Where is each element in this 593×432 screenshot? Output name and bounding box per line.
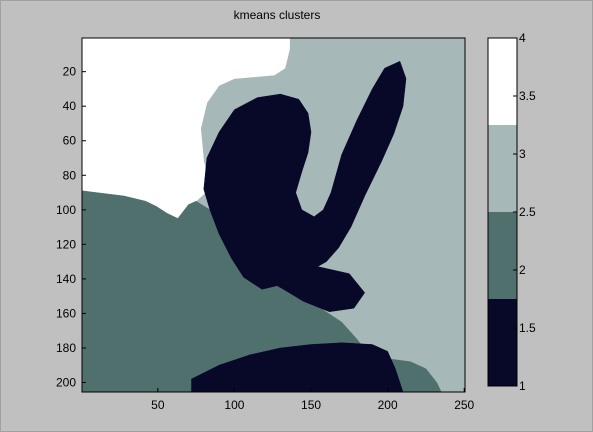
colorbar-swatch [488,38,517,125]
plot-area [81,37,466,393]
colorbar-tick-label: 2 [519,263,526,277]
y-tick-label: 80 [63,168,77,182]
y-tick-label: 180 [56,341,76,355]
x-tick-label: 150 [301,398,321,412]
colorbar-tick-label: 2.5 [519,205,536,219]
x-axis: 50 100 150 200 250 [151,388,475,412]
colorbar-swatch [488,299,517,386]
chart-title: kmeans clusters [234,8,321,22]
colorbar-swatch [488,212,517,299]
x-tick-label: 250 [454,398,474,412]
colorbar-tick-label: 1 [519,379,526,393]
y-tick-label: 100 [56,203,76,217]
x-tick-label: 100 [224,398,244,412]
colorbar-tick-label: 4 [519,31,526,45]
colorbar-tick-label: 3 [519,147,526,161]
y-tick-label: 40 [63,99,77,113]
y-axis: 20 40 60 80 100 120 140 160 180 200 [56,65,86,390]
plot-frame [81,37,466,393]
x-tick-label: 50 [151,398,165,412]
x-tick-label: 200 [378,398,398,412]
y-tick-label: 20 [63,65,77,79]
cluster-region-4 [264,257,366,312]
colorbar: 1 1.5 2 2.5 3 3.5 4 [487,31,536,393]
colorbar-tick-label: 3.5 [519,89,536,103]
y-tick-label: 200 [56,376,76,390]
y-tick-label: 120 [56,237,76,251]
y-tick-label: 160 [56,306,76,320]
y-tick-label: 140 [56,272,76,286]
colorbar-tick-label: 1.5 [519,321,536,335]
colorbar-swatch [488,125,517,212]
y-tick-label: 60 [63,134,77,148]
